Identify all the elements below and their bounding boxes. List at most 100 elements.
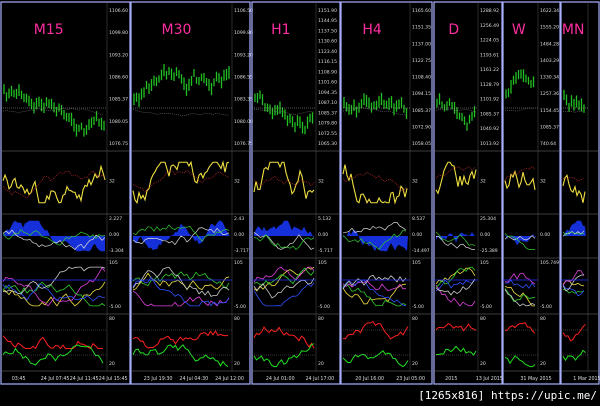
- price-label: 1099.80: [109, 30, 128, 36]
- price-label: 1093.20: [234, 52, 253, 58]
- price-label: 1106.50: [234, 8, 253, 14]
- indicator-line: [2, 266, 106, 295]
- price-label: 1085.37: [480, 111, 499, 117]
- indicator-line: [435, 108, 477, 113]
- indicator-line: [132, 160, 230, 205]
- histogram-area: [343, 230, 408, 252]
- indicator-label: -5.00: [540, 304, 552, 310]
- indicator-label: 20: [480, 361, 486, 367]
- indicator-label: 20: [540, 361, 546, 367]
- indicator-line: [562, 323, 586, 342]
- indicator-line: [132, 169, 230, 193]
- date-label: 20 Jul 16:00: [355, 376, 384, 382]
- price-label: 1076.75: [109, 141, 128, 147]
- indicator-label: 5.132: [318, 216, 331, 222]
- indicator-line: [253, 161, 315, 199]
- date-label: 23 Jul 19:30: [144, 376, 173, 382]
- indicator-line: [342, 164, 408, 205]
- price-label: 1330.34: [540, 75, 559, 81]
- indicator-line: [253, 267, 315, 286]
- price-label: 1087.10: [318, 100, 337, 106]
- indicator-line: [253, 343, 315, 368]
- panel-frame: [502, 1, 561, 385]
- indicator-label: -5.717: [318, 248, 333, 254]
- indicator-label: -5.00: [234, 304, 246, 310]
- indicator-label: 8.537: [412, 216, 425, 222]
- price-label: 1193.61: [480, 52, 499, 58]
- indicator-label: 105: [109, 260, 118, 266]
- indicator-line: [2, 170, 106, 199]
- indicator-line: [435, 166, 476, 179]
- indicator-line: [435, 322, 477, 332]
- price-label: 1154.45: [540, 108, 559, 114]
- indicator-line: [342, 320, 409, 340]
- price-label: 1161.22: [480, 67, 499, 73]
- indicator-label: 0.00: [480, 232, 490, 238]
- indicator-line: [253, 175, 315, 187]
- indicator-line: [132, 271, 230, 289]
- price-label: 1151.35: [412, 25, 431, 31]
- indicator-line: [435, 279, 476, 292]
- indicator-line: [2, 335, 103, 350]
- timeframe-title: M15: [34, 22, 64, 38]
- price-label: 1085.37: [109, 97, 128, 103]
- price-label: 1122.75: [412, 58, 431, 64]
- timeframe-title: M30: [161, 22, 191, 38]
- indicator-line: [504, 285, 535, 307]
- indicator-line: [342, 282, 407, 307]
- indicator-label: 0.00: [540, 232, 550, 238]
- indicator-line: [562, 174, 586, 203]
- panel-frame: [340, 1, 433, 385]
- timeframe-title: H1: [271, 22, 290, 38]
- indicator-line: [2, 281, 106, 307]
- price-label: 1257.36: [540, 91, 559, 97]
- price-label: 1013.92: [480, 141, 499, 147]
- price-label: 1165.60: [412, 8, 431, 14]
- indicator-label: 0.00: [318, 232, 328, 238]
- price-label: 1040.92: [480, 126, 499, 132]
- price-label: 1085.37: [318, 110, 337, 116]
- indicator-line: [504, 279, 536, 289]
- price-label: 1101.92: [480, 97, 499, 103]
- indicator-label: 80: [109, 316, 115, 322]
- indicator-line: [253, 326, 315, 349]
- indicator-label: 20: [234, 361, 240, 367]
- price-label: 1085.37: [412, 108, 431, 114]
- indicator-line: [504, 322, 536, 334]
- indicator-label: 20: [109, 361, 115, 367]
- date-label: 2015: [445, 376, 457, 382]
- indicator-line: [132, 227, 230, 246]
- date-label: 24 Jul 07:45: [41, 376, 70, 382]
- indicator-line: [2, 344, 104, 366]
- price-label: 1076.75: [234, 141, 253, 147]
- indicator-line: [435, 236, 475, 250]
- indicator-line: [342, 172, 407, 192]
- panel-frame: [0, 1, 131, 385]
- indicator-line: [342, 222, 407, 234]
- indicator-line: [435, 266, 476, 288]
- indicator-line: [342, 350, 409, 368]
- indicator-line: [253, 277, 315, 299]
- price-label: 1288.92: [480, 8, 499, 14]
- indicator-label: -14.497: [412, 248, 430, 254]
- indicator-line: [562, 270, 585, 286]
- price-label: 1403.29: [540, 58, 559, 64]
- indicator-line: [562, 279, 585, 287]
- indicator-label: 80: [412, 316, 418, 322]
- indicator-label: 105: [234, 260, 243, 266]
- indicator-line: [562, 231, 585, 236]
- indicator-label: 2.227: [109, 216, 122, 222]
- date-label: 24 Jul 12:00: [215, 376, 244, 382]
- price-label: 1123.40: [318, 49, 337, 55]
- indicator-label: -5.00: [412, 304, 424, 310]
- indicator-line: [342, 283, 407, 305]
- indicator-line: [253, 266, 315, 283]
- date-label: 24 Jul 17:00: [305, 376, 334, 382]
- indicator-label: -5.00: [318, 304, 330, 310]
- timeframe-title: H4: [362, 22, 382, 38]
- histogram-area: [133, 220, 230, 251]
- date-label: 24 Jul 11:45: [70, 376, 99, 382]
